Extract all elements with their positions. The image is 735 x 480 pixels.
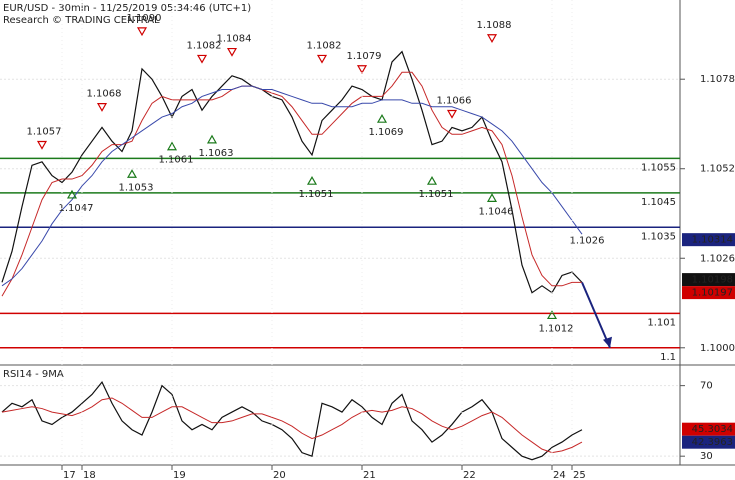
x-tick-label: 17 <box>63 470 76 480</box>
level-label: 1.1055 <box>641 162 676 173</box>
buy-marker <box>66 189 78 199</box>
sell-marker <box>136 27 148 37</box>
price-badge <box>682 435 735 449</box>
price-badge <box>682 233 735 247</box>
x-tick-label: 22 <box>463 470 476 480</box>
sell-marker <box>96 103 108 112</box>
y-tick-label: 1.1078 <box>700 74 735 85</box>
annotation-label: 1.1069 <box>369 127 404 138</box>
sell-marker <box>356 65 368 74</box>
price-badge-label: 1.10197 <box>692 288 733 299</box>
buy-marker <box>126 169 138 178</box>
buy-marker <box>306 175 318 185</box>
x-tick-label: 20 <box>273 470 286 480</box>
annotation-label: 1.1063 <box>199 148 234 159</box>
annotation-label: 1.1082 <box>187 40 222 51</box>
annotation-label: 1.1051 <box>419 189 454 200</box>
y-tick-label: 1.1000 <box>700 343 735 354</box>
series-line <box>1 85 583 287</box>
buy-marker <box>486 193 498 202</box>
y-tick-label: 30 <box>700 451 713 462</box>
sell-marker <box>316 54 328 64</box>
level-label: 1.1045 <box>641 197 676 208</box>
buy-marker <box>546 310 558 320</box>
series-line <box>1 71 582 297</box>
annotation-label: 1.1046 <box>479 206 514 217</box>
series-line <box>1 397 583 454</box>
buy-marker <box>206 134 218 144</box>
annotation-label: 1.1090 <box>127 13 162 24</box>
price-badge-label: 1.10314 <box>692 235 733 246</box>
price-badge-label: 45.3034 <box>692 424 733 435</box>
annotation-label: 1.1082 <box>307 40 342 51</box>
x-tick-label: 21 <box>363 470 376 480</box>
price-badge-label: 42.3963 <box>692 437 733 448</box>
y-tick-label: 1.1052 <box>700 164 735 175</box>
x-tick-label: 24 <box>553 470 566 480</box>
x-tick-label: 25 <box>573 470 586 480</box>
annotation-label: 1.1061 <box>159 155 194 166</box>
level-label: 1.1035 <box>641 231 676 242</box>
target-arrowhead <box>603 336 612 348</box>
level-label: 1.101 <box>647 317 676 328</box>
annotation-label: 1.1047 <box>59 203 94 214</box>
buy-marker <box>166 141 178 151</box>
rsi-title: RSI14 - 9MA <box>3 369 64 380</box>
sell-marker <box>226 47 238 57</box>
buy-marker <box>426 175 438 185</box>
series-line <box>1 380 583 461</box>
target-arrow <box>581 281 611 349</box>
price-badge-label: 1.10198 <box>692 275 733 286</box>
y-tick-label: 70 <box>700 381 713 392</box>
chart-title: EUR/USD - 30min - 11/25/2019 05:34:46 (U… <box>3 3 251 14</box>
annotation-label: 1.1026 <box>570 235 605 246</box>
series-line <box>1 50 583 294</box>
price-badge <box>682 286 735 300</box>
price-badge <box>682 422 735 436</box>
annotation-label: 1.1079 <box>347 51 382 62</box>
annotation-label: 1.1057 <box>27 127 62 138</box>
sell-marker <box>36 140 48 150</box>
annotation-label: 1.1084 <box>217 34 252 45</box>
level-label: 1.1 <box>660 352 676 363</box>
annotation-label: 1.1066 <box>437 96 472 107</box>
x-tick-label: 19 <box>173 470 186 480</box>
sell-marker <box>196 54 208 64</box>
annotation-label: 1.1051 <box>299 189 334 200</box>
sell-marker <box>486 34 498 43</box>
annotation-label: 1.1053 <box>119 182 154 193</box>
x-tick-label: 18 <box>83 470 96 480</box>
price-badge <box>682 273 735 287</box>
buy-marker <box>376 113 388 123</box>
annotation-label: 1.1088 <box>477 20 512 31</box>
sell-marker <box>446 109 458 119</box>
y-tick-label: 1.1026 <box>700 253 735 264</box>
annotation-label: 1.1068 <box>87 89 122 100</box>
annotation-label: 1.1012 <box>539 323 574 334</box>
